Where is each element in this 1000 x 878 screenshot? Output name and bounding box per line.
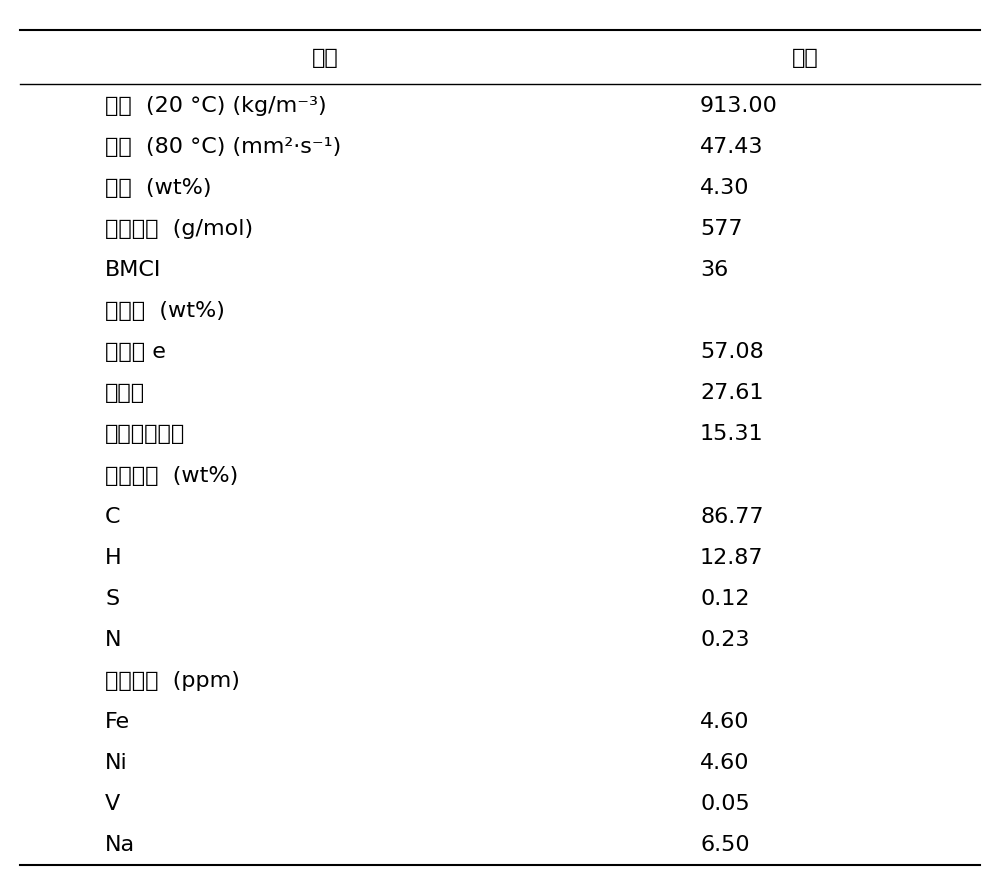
Text: 4.30: 4.30	[700, 177, 750, 198]
Text: 0.12: 0.12	[700, 588, 750, 608]
Text: 4.60: 4.60	[700, 711, 750, 731]
Text: 密度  (20 °C) (kg/m⁻³): 密度 (20 °C) (kg/m⁻³)	[105, 96, 327, 116]
Text: 0.05: 0.05	[700, 794, 750, 813]
Text: N: N	[105, 630, 122, 649]
Text: 577: 577	[700, 219, 742, 239]
Text: 27.61: 27.61	[700, 383, 764, 403]
Text: Ni: Ni	[105, 752, 128, 773]
Text: 胶质＋沥青质: 胶质＋沥青质	[105, 424, 185, 444]
Text: 4.60: 4.60	[700, 752, 750, 773]
Text: 元素分析  (wt%): 元素分析 (wt%)	[105, 465, 238, 485]
Text: 数値: 数値	[792, 48, 818, 68]
Text: 族组成  (wt%): 族组成 (wt%)	[105, 301, 225, 320]
Text: 0.23: 0.23	[700, 630, 750, 649]
Text: 15.31: 15.31	[700, 424, 764, 444]
Text: 金属含量  (ppm): 金属含量 (ppm)	[105, 670, 240, 690]
Text: Fe: Fe	[105, 711, 130, 731]
Text: 12.87: 12.87	[700, 547, 764, 567]
Text: 摩尔质量  (g/mol): 摩尔质量 (g/mol)	[105, 219, 253, 239]
Text: 芳香烃: 芳香烃	[105, 383, 145, 403]
Text: 36: 36	[700, 260, 728, 280]
Text: 残炭  (wt%): 残炭 (wt%)	[105, 177, 212, 198]
Text: 指标: 指标	[312, 48, 338, 68]
Text: S: S	[105, 588, 119, 608]
Text: 饱和烃 e: 饱和烃 e	[105, 342, 166, 362]
Text: 86.77: 86.77	[700, 506, 764, 526]
Text: 47.43: 47.43	[700, 137, 764, 156]
Text: C: C	[105, 506, 121, 526]
Text: 913.00: 913.00	[700, 96, 778, 116]
Text: 57.08: 57.08	[700, 342, 764, 362]
Text: H: H	[105, 547, 122, 567]
Text: Na: Na	[105, 834, 135, 854]
Text: V: V	[105, 794, 120, 813]
Text: 6.50: 6.50	[700, 834, 750, 854]
Text: 粘度  (80 °C) (mm²·s⁻¹): 粘度 (80 °C) (mm²·s⁻¹)	[105, 137, 341, 156]
Text: BMCI: BMCI	[105, 260, 161, 280]
